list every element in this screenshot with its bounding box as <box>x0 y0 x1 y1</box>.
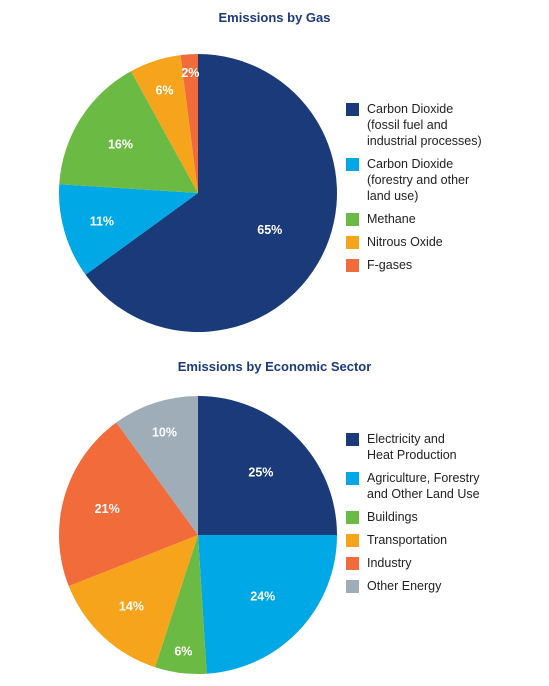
legend-swatch <box>346 103 359 116</box>
legend-label: Transportation <box>367 533 448 547</box>
legend-item-f-gases: F-gases <box>346 257 546 273</box>
chart-title: Emissions by Economic Sector <box>177 359 372 374</box>
chart-title: Emissions by Gas <box>218 10 331 25</box>
legend-swatch <box>346 158 359 171</box>
pie-slice-nitrous-oxide <box>131 55 198 193</box>
slice-label-methane: 16% <box>108 137 133 151</box>
pie-slice-carbon-dioxide-fossil-fuel-and-industrial-processes <box>85 54 338 332</box>
slice-label-other-energy: 10% <box>152 425 177 439</box>
pie-chart-sector: 25% 24% 6% 14% 21% 10% <box>59 396 337 675</box>
legend-item-carbon-dioxide-forestry-and-other-land-use: Carbon Dioxide (forestry and other land us… <box>346 156 546 204</box>
legend-item-transportation: Transportation <box>346 532 546 548</box>
pie-slice-agriculture-forestry-and-other-land-use <box>198 535 337 674</box>
legend-swatch <box>346 511 359 524</box>
legend-label: Methane <box>367 212 416 226</box>
legend-swatch <box>346 213 359 226</box>
slice-label-carbon-dioxide-forestry-and-other-land-use: 11% <box>90 214 114 228</box>
pie-slice-transportation <box>68 535 198 668</box>
legend-label: Carbon Dioxide (fossil fuel and industrial… <box>367 102 482 148</box>
slice-label-f-gases: 2% <box>181 66 199 80</box>
legend-label: Industry <box>367 556 412 570</box>
legend-item-methane: Methane <box>346 211 546 227</box>
legend-swatch <box>346 557 359 570</box>
legend-label: Electricity and Heat Production <box>367 432 457 462</box>
pie-slice-carbon-dioxide-forestry-and-other-land-use <box>58 184 198 275</box>
legend-swatch <box>346 433 359 446</box>
legend-item-electricity-and-heat-production: Electricity and Heat Production <box>346 431 546 463</box>
legend-item-industry: Industry <box>346 555 546 571</box>
slice-label-electricity-and-heat-production: 25% <box>248 466 273 480</box>
legend-label: Other Energy <box>367 579 442 593</box>
pie-slice-buildings <box>155 535 207 675</box>
legend-label: Buildings <box>367 510 418 524</box>
slice-label-industry: 21% <box>95 502 120 516</box>
legend-label: F-gases <box>367 258 413 272</box>
legend-sector: Electricity and Heat Production Agricultur… <box>346 431 546 601</box>
slice-label-nitrous-oxide: 6% <box>155 83 173 97</box>
legend-label: Carbon Dioxide (forestry and other land us… <box>367 157 470 203</box>
slice-label-agriculture-forestry-and-other-land-use: 24% <box>250 589 275 603</box>
slice-label-carbon-dioxide-fossil-fuel-and-industrial-processes: 65% <box>257 223 282 237</box>
legend-item-nitrous-oxide: Nitrous Oxide <box>346 234 546 250</box>
legend-swatch <box>346 259 359 272</box>
legend-item-carbon-dioxide-fossil-fuel-and-industrial-processes: Carbon Dioxide (fossil fuel and industrial… <box>346 101 546 149</box>
pie-chart-gas: 65% 11% 16% 6% 2% <box>58 54 338 332</box>
legend-swatch <box>346 580 359 593</box>
slice-label-buildings: 6% <box>174 644 192 658</box>
legend-swatch <box>346 534 359 547</box>
pie-slice-other-energy <box>116 396 198 535</box>
legend-item-agriculture-forestry-and-other-land-use: Agriculture, Forestry and Other Land Use <box>346 470 546 502</box>
legend-label: Agriculture, Forestry and Other Land Use <box>367 471 480 501</box>
legend-item-other-energy: Other Energy <box>346 578 546 594</box>
legend-swatch <box>346 236 359 249</box>
legend-gas: Carbon Dioxide (fossil fuel and industrial… <box>346 101 546 280</box>
slice-label-transportation: 14% <box>119 599 144 613</box>
pie-slice-methane <box>59 71 198 193</box>
chart-emissions-by-sector: Emissions by Economic Sector 25% 24% 6% 14%… <box>0 345 549 686</box>
pie-slice-f-gases <box>180 54 198 193</box>
pie-slice-electricity-and-heat-production <box>198 396 337 535</box>
legend-swatch <box>346 472 359 485</box>
pie-slice-industry <box>59 422 198 587</box>
legend-item-buildings: Buildings <box>346 509 546 525</box>
chart-emissions-by-gas: Emissions by Gas 65% 11% 16% 6% 2% Carbon Di… <box>58 10 546 332</box>
legend-label: Nitrous Oxide <box>367 235 443 249</box>
